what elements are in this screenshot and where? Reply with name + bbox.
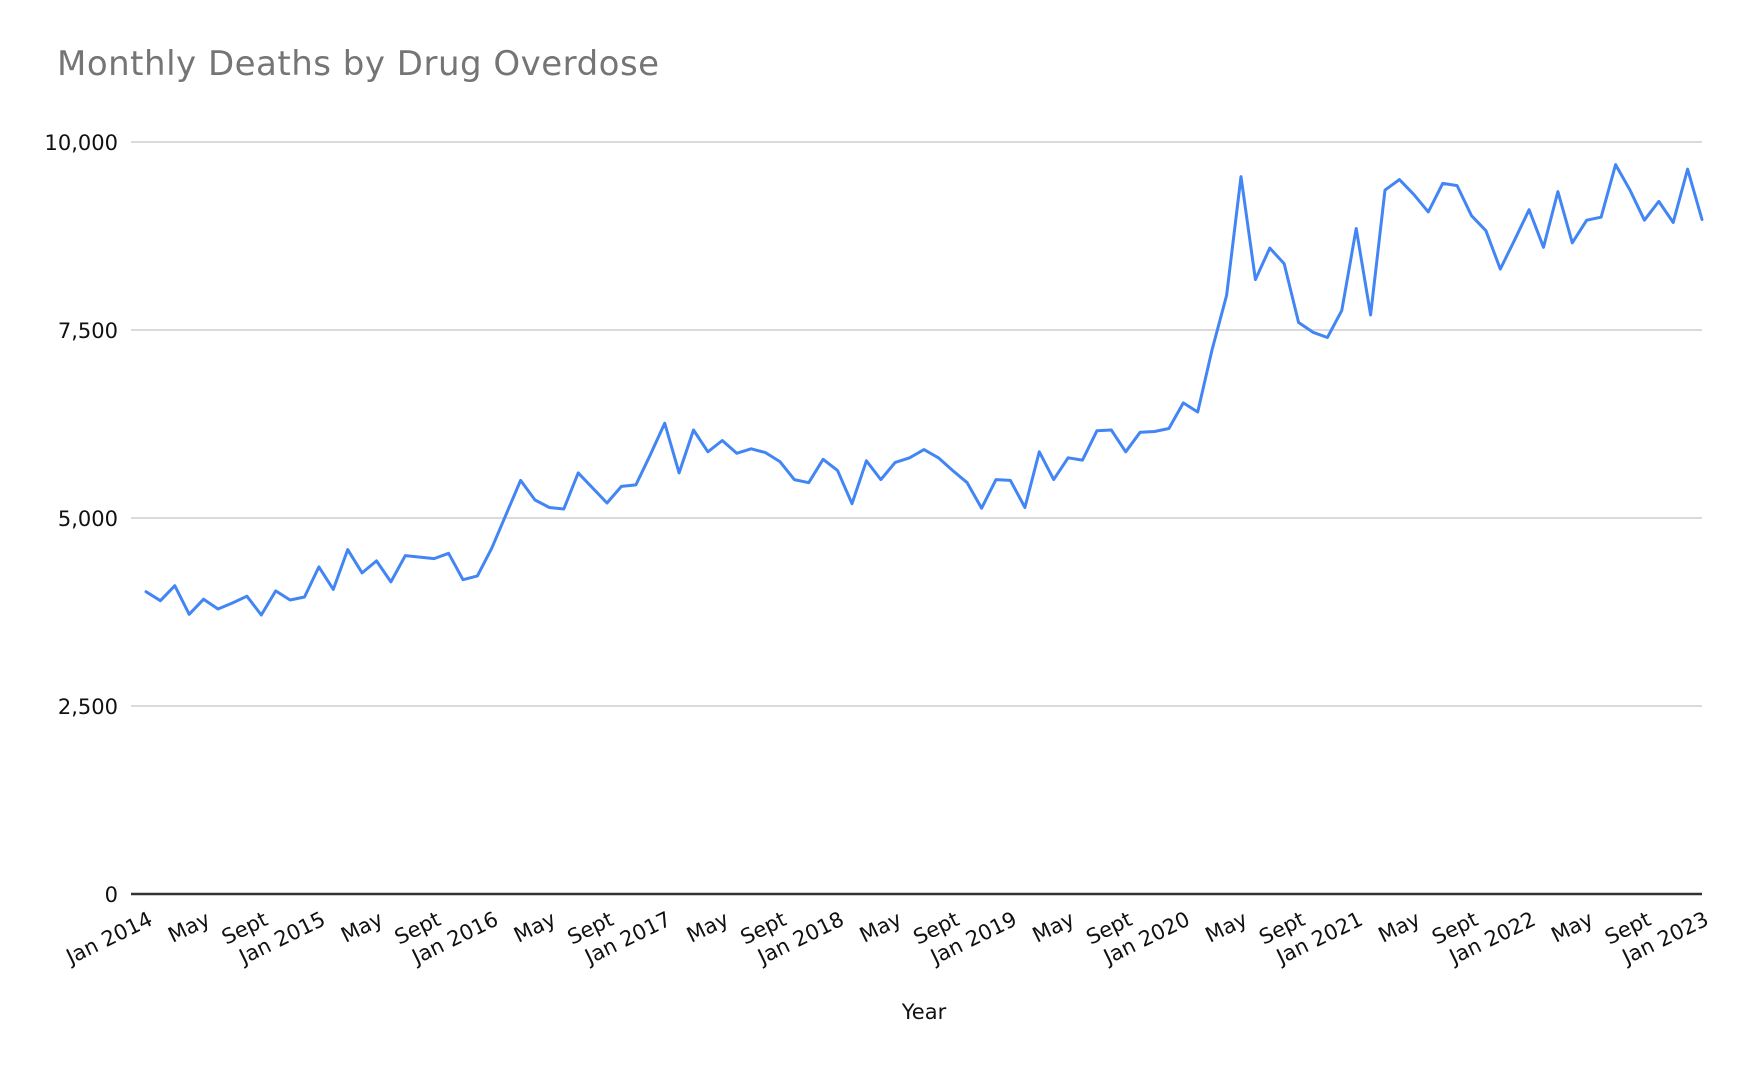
x-tick-label: May — [164, 907, 214, 948]
x-axis-title: Year — [901, 1000, 947, 1024]
chart-title: Monthly Deaths by Drug Overdose — [57, 44, 660, 84]
x-tick-label: May — [337, 907, 387, 948]
x-tick-label: May — [1374, 907, 1424, 948]
x-tick-label: Jan 2014 — [61, 907, 156, 970]
x-tick-label: May — [1547, 907, 1597, 948]
y-tick-label: 0 — [105, 883, 118, 907]
x-tick-label: May — [683, 907, 733, 948]
y-tick-label: 2,500 — [58, 695, 118, 719]
x-tick-label: May — [510, 907, 560, 948]
x-tick-label: May — [1202, 907, 1252, 948]
x-tick-label: May — [856, 907, 906, 948]
y-tick-label: 7,500 — [58, 319, 118, 343]
x-tick-label: May — [1029, 907, 1079, 948]
y-tick-label: 10,000 — [45, 131, 118, 155]
deaths-line-series — [144, 163, 1704, 617]
y-tick-label: 5,000 — [58, 507, 118, 531]
